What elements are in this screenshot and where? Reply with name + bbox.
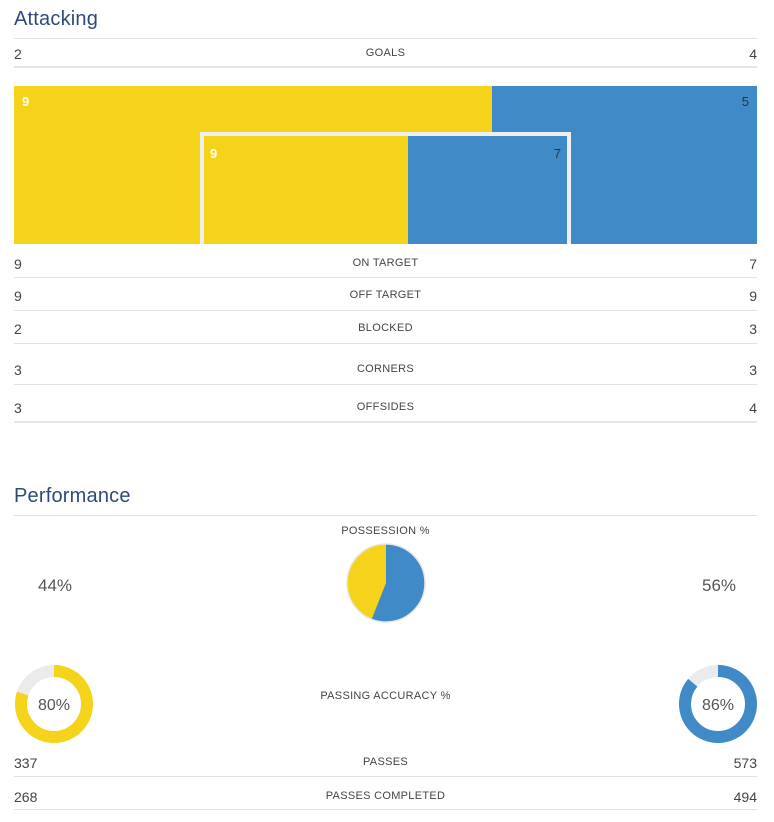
stat-row: 9 ON TARGET 7 [14, 256, 757, 276]
goals-label: GOALS [365, 47, 406, 59]
divider [14, 66, 757, 68]
divider [14, 776, 757, 777]
divider [14, 343, 757, 344]
passes-completed-away: 494 [733, 789, 757, 805]
possession-away-slice [371, 544, 426, 622]
shots-inside-home-value: 9 [210, 146, 218, 161]
stat-row: 3 OFFSIDES 4 [14, 400, 757, 420]
goals-home: 2 [14, 46, 22, 62]
shots-map: 9 5 9 7 [14, 86, 757, 244]
divider [14, 515, 757, 516]
possession-away-value: 56% [702, 576, 737, 595]
passing-accuracy-away-value: 86% [702, 697, 734, 714]
passing-accuracy-label: PASSING ACCURACY % [320, 690, 451, 702]
shots-outside-home-value: 9 [22, 94, 30, 109]
passing-accuracy-home-arc [15, 665, 93, 743]
stat-home-value: 3 [14, 400, 22, 416]
stat-home-value: 3 [14, 362, 22, 378]
stat-label: OFF TARGET [349, 289, 422, 301]
stat-away-value: 9 [749, 288, 757, 304]
passes-completed-label: PASSES COMPLETED [325, 790, 446, 802]
possession-pie-chart [346, 543, 426, 623]
stat-row: 2 BLOCKED 3 [14, 321, 757, 341]
stat-away-value: 7 [749, 256, 757, 272]
shots-inside-away-bar [408, 136, 567, 244]
performance-title: Performance [14, 485, 131, 507]
passing-accuracy-home-donut: 80% [15, 665, 93, 743]
stat-label: OFFSIDES [356, 401, 415, 413]
divider [14, 38, 757, 39]
stat-away-value: 3 [749, 321, 757, 337]
stat-row: 3 CORNERS 3 [14, 362, 757, 382]
passes-row: 337 PASSES 573 [14, 755, 757, 775]
stat-home-value: 2 [14, 321, 22, 337]
divider [14, 809, 757, 810]
shots-inside-home-bar [204, 136, 408, 244]
passes-home: 337 [14, 755, 38, 771]
stat-home-value: 9 [14, 288, 22, 304]
divider [14, 277, 757, 278]
goals-away: 4 [749, 46, 757, 62]
stat-label: BLOCKED [358, 322, 413, 334]
stat-label: ON TARGET [352, 257, 419, 269]
stat-home-value: 9 [14, 256, 22, 272]
attacking-title: Attacking [14, 8, 99, 30]
stat-row: 9 OFF TARGET 9 [14, 288, 757, 308]
possession-home-value: 44% [38, 576, 73, 595]
possession-label: POSSESSION % [341, 525, 430, 537]
shots-outside-away-value: 5 [741, 94, 749, 109]
passes-label: PASSES [362, 756, 408, 768]
passing-accuracy-home-value: 80% [38, 697, 70, 714]
stat-label: CORNERS [356, 363, 415, 375]
shots-inside-away-value: 7 [553, 146, 561, 161]
divider [14, 384, 757, 385]
divider [14, 421, 757, 423]
stat-away-value: 3 [749, 362, 757, 378]
stat-away-value: 4 [749, 400, 757, 416]
divider [14, 310, 757, 311]
passing-accuracy-away-arc [679, 665, 757, 743]
passing-accuracy-away-donut: 86% [679, 665, 757, 743]
passes-away: 573 [733, 755, 757, 771]
passes-completed-row: 268 PASSES COMPLETED 494 [14, 789, 757, 809]
penalty-box: 9 7 [200, 132, 571, 244]
goals-row: 2 GOALS 4 [14, 46, 757, 66]
passes-completed-home: 268 [14, 789, 38, 805]
